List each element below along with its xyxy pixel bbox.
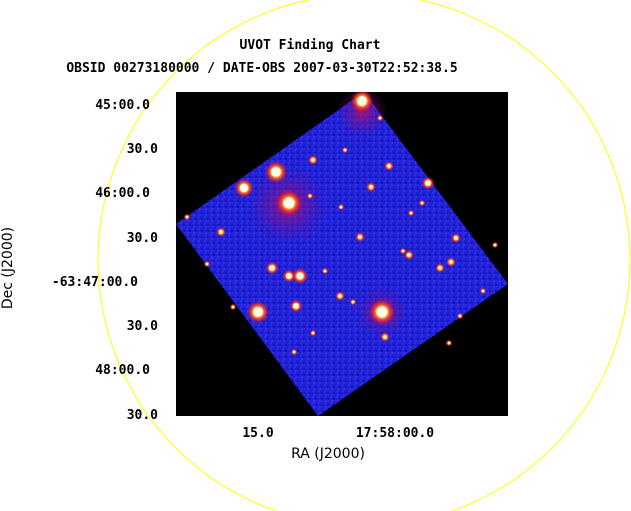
star <box>446 257 456 267</box>
star <box>479 287 487 295</box>
star <box>355 232 365 242</box>
star-core <box>253 307 263 317</box>
star-core <box>425 180 431 186</box>
y-tick: 30.0 <box>127 408 158 423</box>
star <box>341 146 349 154</box>
star <box>290 348 298 356</box>
star <box>445 339 453 347</box>
star-core <box>286 273 292 279</box>
y-tick: 45:00.0 <box>95 98 150 113</box>
star-core <box>293 303 299 309</box>
star-core <box>296 272 304 280</box>
y-tick: 30.0 <box>127 231 158 246</box>
star <box>407 209 415 217</box>
field-of-view-circle <box>97 0 631 511</box>
star <box>435 263 445 273</box>
star <box>335 291 345 301</box>
y-axis-label: Dec (J2000) <box>0 227 16 309</box>
chart-subtitle: OBSID 00273180000 / DATE-OBS 2007-03-30T… <box>66 61 457 76</box>
star <box>399 247 407 255</box>
star-core <box>283 197 295 209</box>
star <box>229 303 237 311</box>
y-tick: 30.0 <box>127 142 158 157</box>
chart-title: UVOT Finding Chart <box>240 38 381 53</box>
star <box>308 155 318 165</box>
star <box>376 114 384 122</box>
star <box>366 182 376 192</box>
star <box>418 199 426 207</box>
star-core <box>271 167 281 177</box>
y-tick: 30.0 <box>127 319 158 334</box>
star <box>491 241 499 249</box>
star <box>309 329 317 337</box>
x-axis-label: RA (J2000) <box>291 446 365 462</box>
y-tick: 48:00.0 <box>95 363 150 378</box>
star <box>384 161 394 171</box>
star-field <box>183 92 499 356</box>
x-tick: 15.0 <box>242 426 273 441</box>
star-core <box>357 96 367 106</box>
y-tick: 46:00.0 <box>95 186 150 201</box>
x-tick: 17:58:00.0 <box>356 426 434 441</box>
star <box>321 267 329 275</box>
star <box>306 192 314 200</box>
star <box>203 260 211 268</box>
star <box>456 312 464 320</box>
star <box>349 298 357 306</box>
star-core <box>376 306 388 318</box>
y-tick: -63:47:00.0 <box>52 275 138 290</box>
star-core <box>239 183 249 193</box>
star-core <box>269 265 275 271</box>
exposure-footprint <box>176 92 508 416</box>
star <box>183 213 191 221</box>
star <box>216 227 226 237</box>
star <box>337 203 345 211</box>
star <box>380 332 390 342</box>
star <box>404 250 414 260</box>
star <box>451 233 461 243</box>
